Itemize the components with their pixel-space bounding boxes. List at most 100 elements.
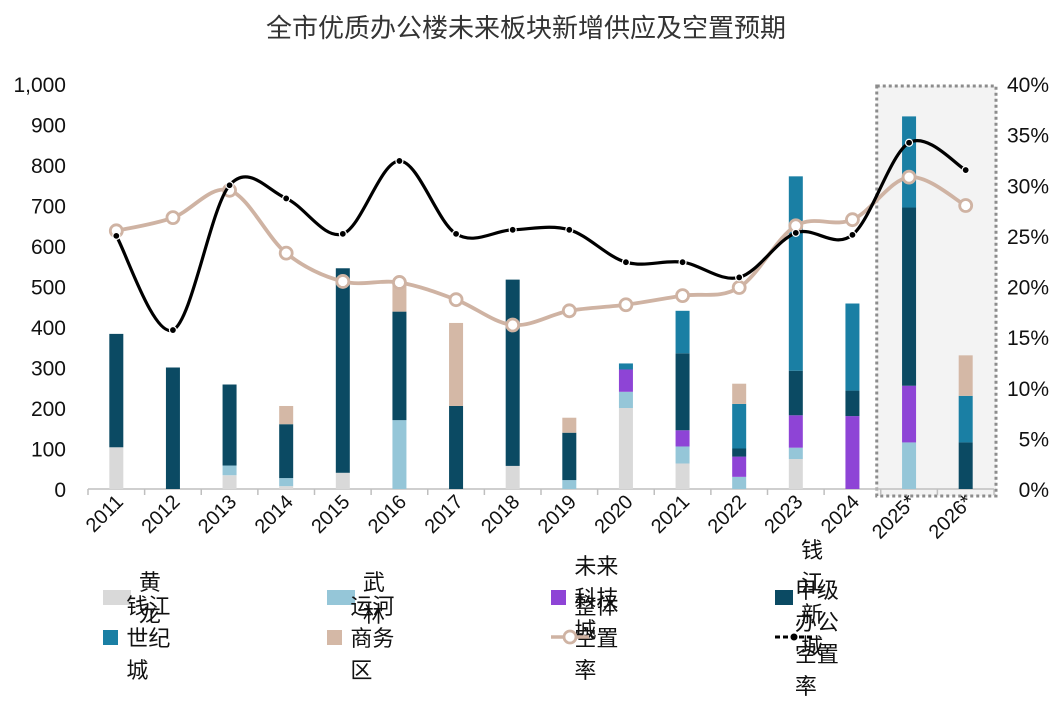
x-axis-tick-label: 2016: [364, 491, 411, 538]
grade-a-vacancy-point: [168, 325, 178, 335]
bar-segment: [562, 480, 577, 489]
left-axis-tick-label: 1,000: [13, 74, 66, 97]
grade-a-vacancy-point: [678, 258, 687, 267]
left-axis-tick-label: 700: [31, 196, 66, 219]
bar-segment: [675, 430, 690, 447]
bar-segment: [902, 442, 917, 489]
legend-item: 武林: [327, 571, 395, 628]
bar-segment: [788, 370, 803, 416]
bar-segment: [958, 442, 973, 489]
overall-vacancy-point: [618, 297, 634, 313]
grade-a-vacancy-point: [621, 258, 631, 267]
bar-segment: [788, 459, 803, 489]
legend-item: 钱江世纪城: [103, 595, 171, 684]
x-axis-tick-label: 2024: [817, 491, 864, 538]
bar-segment: [618, 369, 633, 392]
left-axis-tick-label: 600: [31, 236, 66, 259]
bar-segment: [109, 333, 124, 448]
legend-swatch: [551, 627, 589, 647]
grade-a-vacancy-point: [904, 138, 914, 147]
bar-segment: [562, 432, 577, 481]
overall-vacancy-point: [958, 198, 974, 213]
left-axis-tick-label: 100: [31, 439, 66, 462]
bar-segment: [618, 363, 633, 370]
overall-vacancy-point: [335, 274, 351, 289]
legend-swatch: [103, 629, 119, 645]
right-axis-tick-label: 35%: [1007, 125, 1049, 148]
bar-segment: [958, 395, 973, 443]
right-axis-tick-label: 10%: [1007, 378, 1049, 401]
grade-a-vacancy-point: [112, 231, 121, 240]
bar-segment: [392, 311, 407, 421]
overall-vacancy-point: [901, 169, 917, 185]
left-axis-tick-label: 400: [31, 317, 66, 340]
legend-item: 甲级办公空置率: [775, 579, 843, 700]
grade-a-vacancy-point: [791, 228, 800, 237]
right-axis-tick-label: 5%: [1019, 428, 1049, 451]
grade-a-vacancy-point: [395, 156, 404, 166]
legend-swatch: [551, 589, 567, 605]
x-axis-tick-label: 2011: [82, 491, 128, 537]
x-axis-tick-label: 2018: [477, 491, 524, 538]
left-axis-tick-label: 300: [31, 358, 66, 381]
bar-segment: [902, 385, 917, 443]
bar-segment: [449, 405, 464, 489]
legend-label: 运河商务区: [350, 595, 395, 684]
left-axis-tick-label: 0: [54, 479, 66, 502]
grade-a-vacancy-point: [225, 181, 234, 190]
bar-segment: [279, 478, 294, 487]
overall-vacancy-point: [561, 303, 577, 319]
left-axis-tick-label: 500: [31, 277, 66, 300]
legend-item: 未来科技城: [551, 555, 619, 644]
grade-a-vacancy-line: [114, 139, 967, 332]
bar-segment: [335, 472, 350, 489]
bar-segment: [675, 463, 690, 489]
x-axis-tick-label: 2013: [194, 491, 241, 538]
legend-swatch: [327, 589, 355, 605]
grade-a-vacancy-point: [565, 225, 574, 234]
left-axis-tick-label: 800: [31, 155, 66, 178]
bar-segment: [279, 424, 294, 479]
left-axis-tick-label: 900: [31, 115, 66, 138]
bar-segment: [732, 383, 747, 404]
legend-label: 钱江新城: [801, 539, 824, 660]
bar-segment: [732, 476, 747, 489]
bar-segment: [392, 282, 407, 312]
bar-segment: [788, 176, 803, 371]
legend-label: 钱江世纪城: [126, 595, 171, 684]
bar-segment: [902, 116, 917, 208]
right-axis-tick-label: 40%: [1007, 74, 1049, 97]
overall-vacancy-point: [278, 245, 294, 261]
grade-a-vacancy-point: [961, 165, 970, 175]
grade-a-vacancy-point: [451, 229, 461, 238]
grade-a-vacancy-point: [848, 230, 857, 239]
legend-item: 钱江新城: [775, 539, 843, 660]
bar-segment: [788, 447, 803, 460]
right-axis-tick-label: 20%: [1007, 277, 1049, 300]
bar-segment: [732, 456, 747, 477]
right-axis-tick-label: 15%: [1007, 327, 1049, 350]
bar-segment: [618, 391, 633, 408]
x-axis-tick-label: 2012: [137, 491, 184, 538]
bar-segment: [845, 303, 860, 391]
bar-segment: [165, 367, 180, 489]
right-axis-tick-label: 0%: [1019, 479, 1049, 502]
grade-a-vacancy-point: [735, 273, 744, 282]
bar-segment: [845, 416, 860, 489]
overall-vacancy-line: [115, 175, 967, 327]
bar-segment: [109, 447, 124, 489]
bar-segment: [505, 465, 520, 489]
legend-label: 未来科技城: [574, 555, 619, 644]
x-axis-tick-label: 2026*: [925, 491, 978, 544]
bar-segment: [958, 355, 973, 396]
overall-vacancy-point: [505, 317, 521, 333]
bar-segment: [675, 353, 690, 431]
x-axis-tick-label: 2020: [590, 491, 637, 538]
x-axis-tick-label: 2022: [704, 491, 751, 538]
chart-plot: 0 100 200 300 400 500 600 700 800 900 1,000 0% 5% 10%…: [13, 74, 1049, 544]
bar-segment: [279, 486, 294, 489]
left-axis-tick-label: 200: [31, 398, 66, 421]
legend-label: 武林: [362, 571, 385, 628]
x-axis-tick-label: 2014: [251, 491, 298, 538]
bar-segment: [222, 465, 237, 476]
